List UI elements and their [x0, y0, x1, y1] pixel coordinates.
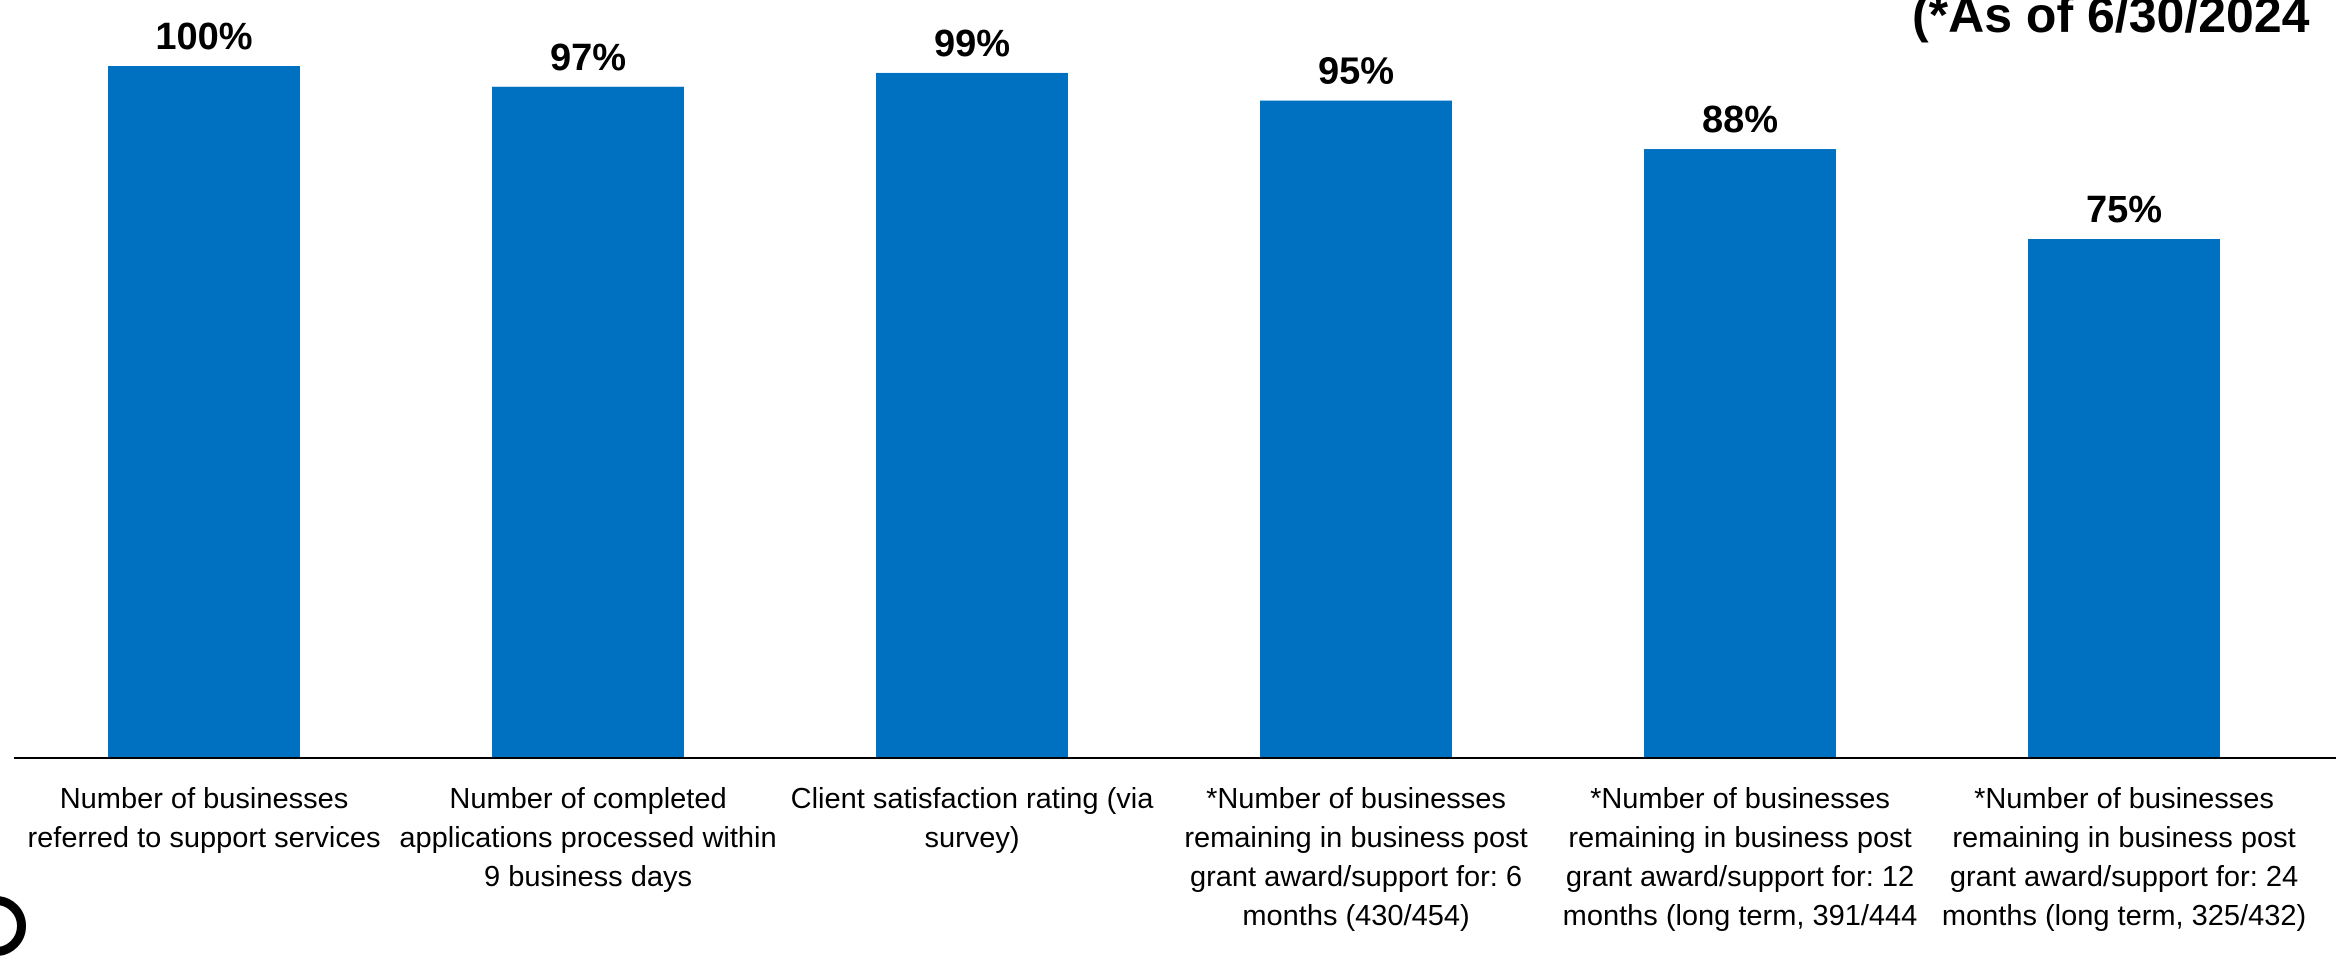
category-label-1: Number of businesses referred to support… — [27, 783, 381, 854]
value-label-2: 97% — [550, 37, 626, 79]
category-label-2: Number of completed applications process… — [399, 783, 777, 893]
bar-6 — [2028, 239, 2220, 758]
bar-3 — [876, 72, 1068, 759]
bar-4 — [1260, 100, 1452, 759]
bar-1 — [108, 66, 300, 758]
category-label-6: *Number of businesses remaining in busin… — [1941, 783, 2307, 932]
value-label-6: 75% — [2086, 189, 2162, 231]
bar-chart: 100% 97% 99% 95% 88% 75% — [14, 16, 2336, 759]
chart-annotation: (*As of 6/30/2024 — [1912, 0, 2310, 43]
bar-2 — [492, 86, 684, 758]
value-label-5: 88% — [1702, 99, 1778, 141]
category-label-3: Client satisfaction rating (via survey) — [790, 783, 1154, 854]
category-label-4: *Number of businesses remaining in busin… — [1184, 783, 1528, 932]
bar-5 — [1644, 149, 1836, 759]
value-label-4: 95% — [1318, 51, 1394, 93]
category-label-5: *Number of businesses remaining in busin… — [1562, 783, 1918, 932]
value-label-1: 100% — [155, 16, 252, 58]
value-label-3: 99% — [934, 23, 1010, 65]
